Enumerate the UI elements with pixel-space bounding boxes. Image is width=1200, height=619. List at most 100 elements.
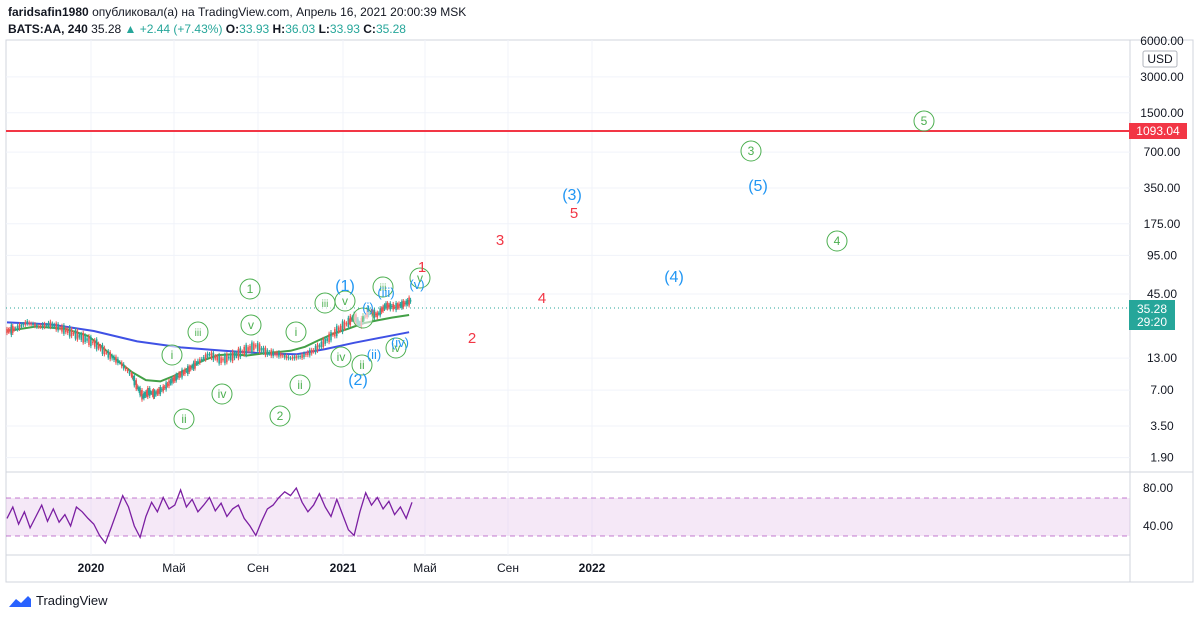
candle-body xyxy=(222,358,224,361)
wave-label: ii xyxy=(359,358,364,372)
price-tick-label: 3.50 xyxy=(1150,419,1174,433)
last-price-tag-value: 35.28 xyxy=(1137,302,1167,316)
candle-body xyxy=(115,356,117,363)
wave-label-circle xyxy=(351,354,373,376)
candle-body xyxy=(171,378,173,384)
candle-body xyxy=(107,351,110,358)
candle-body xyxy=(131,375,134,378)
candle-body xyxy=(13,328,16,330)
candle-body xyxy=(187,366,189,374)
resistance-tag-value: 1093.04 xyxy=(1136,124,1180,138)
candle-body xyxy=(383,305,386,309)
wave-label: v xyxy=(248,318,254,332)
candle-body xyxy=(61,325,63,332)
candle-body xyxy=(256,342,259,352)
candle-body xyxy=(260,348,263,351)
candle-body xyxy=(76,330,79,340)
candle-body xyxy=(24,322,27,325)
low-label: L: xyxy=(318,22,330,36)
candle-body xyxy=(182,371,185,374)
candle-body xyxy=(176,375,179,378)
time-tick-label: Май xyxy=(413,561,437,575)
price-tick-label: 700.00 xyxy=(1144,145,1181,159)
candle-body xyxy=(132,377,135,379)
resistance-tag xyxy=(1129,123,1187,139)
candle-body xyxy=(320,341,323,348)
candle-body xyxy=(208,354,211,356)
currency-label: USD xyxy=(1147,52,1173,66)
candle-body xyxy=(192,362,195,369)
candle-body xyxy=(32,323,34,326)
candle-body xyxy=(347,317,350,327)
candle-body xyxy=(303,353,305,358)
candle-body xyxy=(7,329,10,332)
candle-body xyxy=(49,321,52,328)
candle-body xyxy=(335,325,338,337)
candle-body xyxy=(254,345,257,347)
candle-body xyxy=(165,382,167,390)
candle-body xyxy=(226,354,228,363)
candle-body xyxy=(146,387,149,397)
tradingview-footer[interactable]: TradingView xyxy=(8,593,108,608)
candle-body xyxy=(274,353,276,355)
candle-body xyxy=(160,389,163,391)
candle-body xyxy=(55,323,57,330)
candle-body xyxy=(136,385,138,388)
wave-label: (iii) xyxy=(377,285,394,300)
candle-body xyxy=(122,364,125,369)
wave-label: iv xyxy=(337,350,346,364)
candle-body xyxy=(235,352,238,357)
candle-body xyxy=(372,311,374,316)
candle-body xyxy=(65,328,67,333)
time-tick-label: 2021 xyxy=(330,561,357,575)
candle-body xyxy=(109,352,111,360)
candle-body xyxy=(16,325,19,330)
candle-body xyxy=(137,387,139,390)
candle-body xyxy=(307,351,309,356)
wave-label-circle xyxy=(289,374,311,396)
candle-body xyxy=(119,362,121,364)
candle-body xyxy=(305,353,307,355)
candle-body xyxy=(10,324,13,336)
price-tick-label: 1500.00 xyxy=(1140,106,1184,120)
high-value: 36.03 xyxy=(285,22,316,36)
wave-label: iii xyxy=(195,328,202,339)
wave-label-circle xyxy=(285,321,307,343)
candle-body xyxy=(92,341,94,344)
candle-body xyxy=(99,345,102,350)
candle-body xyxy=(47,322,50,327)
candle-body xyxy=(74,329,77,339)
author-name[interactable]: faridsafin1980 xyxy=(8,5,89,19)
candle-body xyxy=(212,352,215,360)
candle-body xyxy=(326,338,328,342)
candle-body xyxy=(337,327,340,332)
candle-body xyxy=(6,328,8,334)
wave-label: (ii) xyxy=(367,347,381,362)
wave-label-circle xyxy=(173,408,195,430)
candle-body xyxy=(268,351,271,354)
candle-body xyxy=(158,389,160,394)
candle-body xyxy=(334,329,336,337)
grid xyxy=(6,40,1130,555)
candle-body xyxy=(146,391,148,396)
wave-label-circle xyxy=(269,405,291,427)
candle-body xyxy=(287,356,290,359)
footer-brand: TradingView xyxy=(36,593,108,608)
candle-body xyxy=(301,354,303,358)
candle-body xyxy=(175,374,178,381)
price-axis[interactable]: 6000.00 3000.00 1500.00 700.00 350.00 175.00 9… xyxy=(1140,34,1184,464)
currency-box[interactable] xyxy=(1142,50,1178,68)
candle-body xyxy=(148,388,151,397)
candle-body xyxy=(285,355,288,359)
candle-body xyxy=(339,325,342,331)
candle-body xyxy=(191,365,193,369)
candle-body xyxy=(229,353,232,361)
candle-body xyxy=(237,348,240,359)
candle-body xyxy=(401,301,403,308)
candle-body xyxy=(188,366,191,372)
time-axis[interactable]: 2020 Май Сен 2021 Май Сен 2022 xyxy=(78,561,606,575)
candle-body xyxy=(330,332,332,341)
rsi-axis: 80.00 40.00 xyxy=(1143,481,1173,533)
candle-body xyxy=(43,323,46,328)
